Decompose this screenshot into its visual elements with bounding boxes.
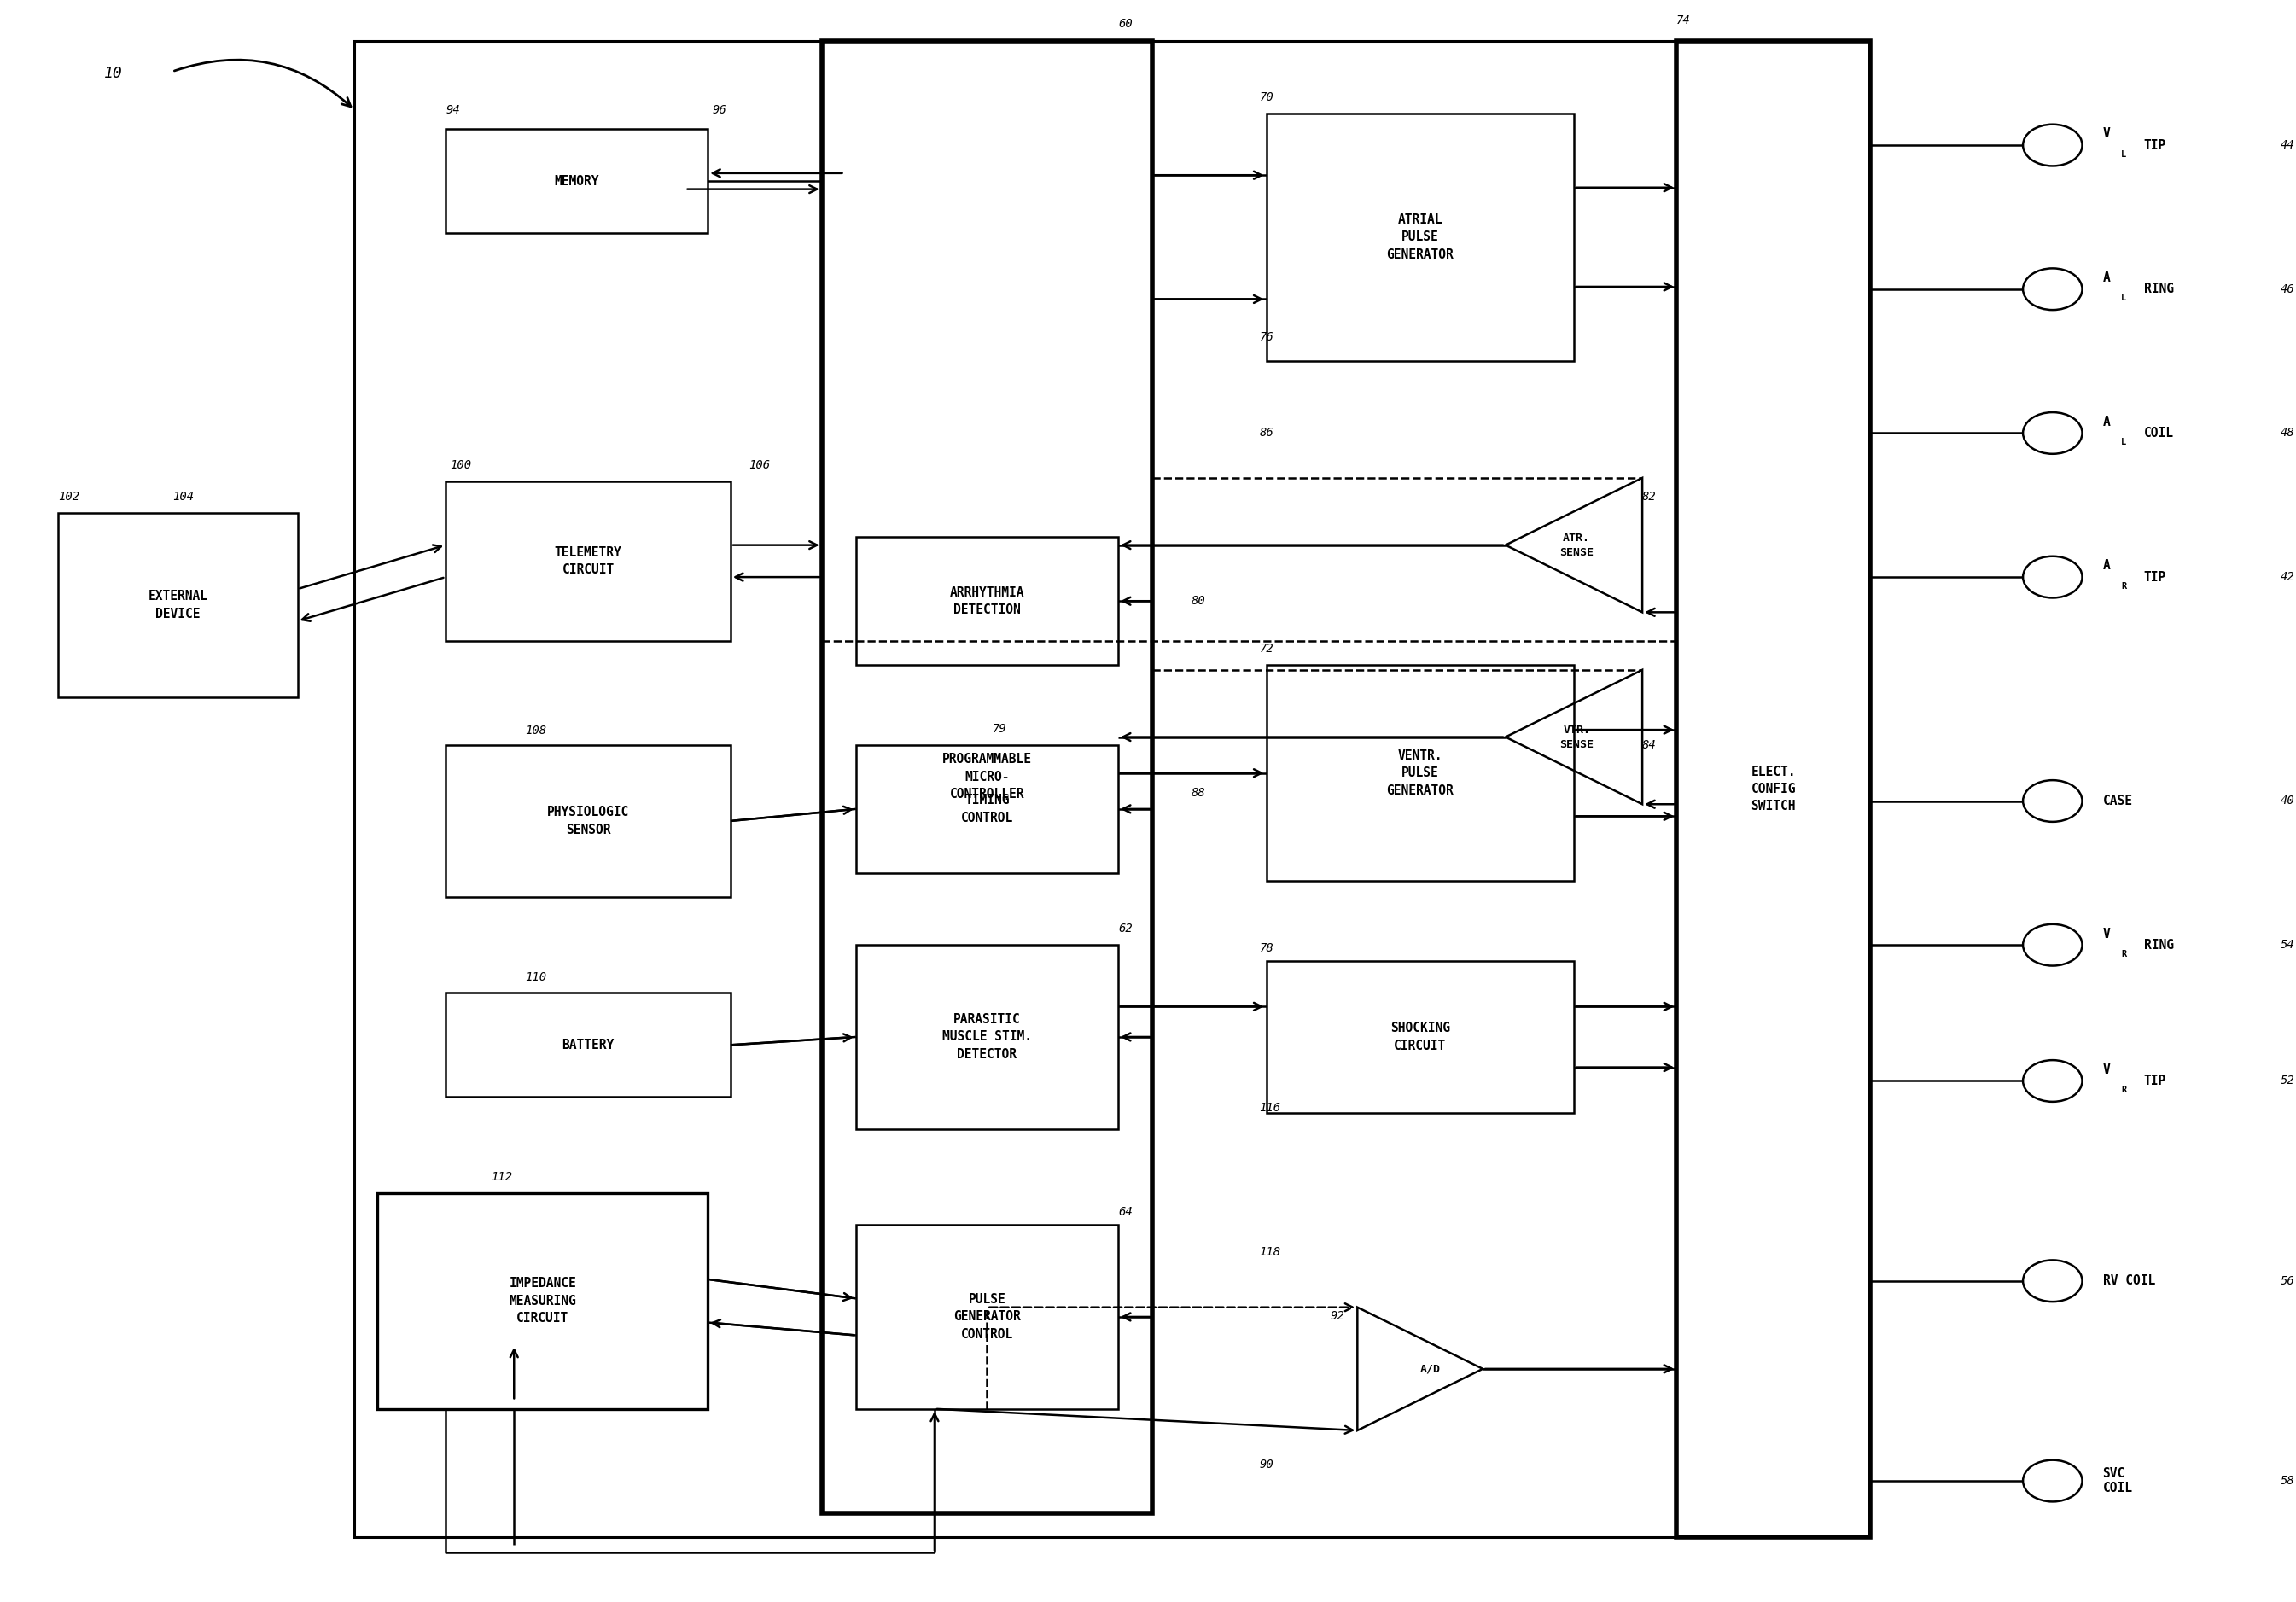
Text: 58: 58 — [2280, 1475, 2294, 1487]
Text: 76: 76 — [1261, 332, 1274, 343]
Text: TELEMETRY
CIRCUIT: TELEMETRY CIRCUIT — [556, 546, 622, 577]
Text: 110: 110 — [526, 971, 546, 984]
Text: 79: 79 — [992, 723, 1008, 735]
Text: TIP: TIP — [2144, 139, 2165, 152]
Text: L: L — [2122, 151, 2126, 159]
Bar — [1265, 961, 1575, 1113]
Text: COIL: COIL — [2144, 426, 2174, 439]
Text: 40: 40 — [2280, 795, 2294, 807]
Text: 48: 48 — [2280, 428, 2294, 439]
Text: SHOCKING
CIRCUIT: SHOCKING CIRCUIT — [1389, 1022, 1451, 1053]
Text: R: R — [2122, 950, 2126, 958]
Bar — [377, 1193, 707, 1408]
Bar — [856, 537, 1118, 665]
Text: ATR.
SENSE: ATR. SENSE — [1559, 532, 1593, 557]
Text: VENTR.
PULSE
GENERATOR: VENTR. PULSE GENERATOR — [1387, 750, 1453, 796]
Text: 62: 62 — [1118, 923, 1132, 936]
Text: PULSE
GENERATOR
CONTROL: PULSE GENERATOR CONTROL — [953, 1293, 1022, 1341]
Text: A: A — [2103, 415, 2110, 428]
Text: 72: 72 — [1261, 642, 1274, 655]
Text: 88: 88 — [1192, 787, 1205, 799]
Bar — [445, 993, 730, 1097]
Bar — [1265, 665, 1575, 881]
Text: RV COIL: RV COIL — [2103, 1275, 2156, 1288]
Text: V: V — [2103, 1064, 2110, 1077]
Text: 46: 46 — [2280, 284, 2294, 295]
Bar — [856, 1226, 1118, 1408]
Text: 60: 60 — [1118, 18, 1132, 29]
Bar — [445, 130, 707, 234]
Text: BATTERY: BATTERY — [563, 1038, 615, 1051]
Text: TIMING
CONTROL: TIMING CONTROL — [960, 795, 1013, 823]
Text: 78: 78 — [1261, 942, 1274, 955]
Text: 84: 84 — [1642, 739, 1658, 751]
Text: 106: 106 — [748, 460, 769, 471]
Text: 82: 82 — [1642, 492, 1658, 503]
Bar — [856, 945, 1118, 1129]
Text: 92: 92 — [1329, 1310, 1345, 1322]
Text: 94: 94 — [445, 104, 459, 115]
Text: R: R — [2122, 582, 2126, 591]
Text: 54: 54 — [2280, 939, 2294, 952]
Text: ARRHYTHMIA
DETECTION: ARRHYTHMIA DETECTION — [951, 586, 1024, 617]
Text: MEMORY: MEMORY — [553, 175, 599, 187]
Text: RING: RING — [2144, 939, 2174, 952]
Text: L: L — [2122, 293, 2126, 303]
Text: 80: 80 — [1192, 594, 1205, 607]
Text: 10: 10 — [103, 66, 122, 82]
Text: A: A — [2103, 559, 2110, 572]
Text: V: V — [2103, 928, 2110, 940]
Bar — [57, 513, 298, 697]
Text: PARASITIC
MUSCLE STIM.
DETECTOR: PARASITIC MUSCLE STIM. DETECTOR — [941, 1012, 1031, 1061]
Text: 112: 112 — [491, 1171, 512, 1182]
Text: 64: 64 — [1118, 1206, 1132, 1218]
Bar — [822, 42, 1153, 1512]
Text: 44: 44 — [2280, 139, 2294, 151]
Text: 70: 70 — [1261, 91, 1274, 103]
Text: V: V — [2103, 128, 2110, 141]
Bar — [1676, 42, 1871, 1536]
Text: ATRIAL
PULSE
GENERATOR: ATRIAL PULSE GENERATOR — [1387, 213, 1453, 261]
Text: 102: 102 — [57, 492, 80, 503]
Text: TIP: TIP — [2144, 1075, 2165, 1088]
Bar — [1265, 114, 1575, 360]
Text: ELECT.
CONFIG
SWITCH: ELECT. CONFIG SWITCH — [1752, 766, 1795, 812]
Bar — [856, 745, 1118, 873]
Text: PROGRAMMABLE
MICRO-
CONTROLLER: PROGRAMMABLE MICRO- CONTROLLER — [941, 753, 1031, 801]
Text: 100: 100 — [450, 460, 471, 471]
Text: A: A — [2103, 271, 2110, 284]
Text: 118: 118 — [1261, 1246, 1281, 1258]
Text: TIP: TIP — [2144, 570, 2165, 583]
Text: 42: 42 — [2280, 570, 2294, 583]
Text: 104: 104 — [172, 492, 193, 503]
Bar — [445, 745, 730, 897]
Text: 52: 52 — [2280, 1075, 2294, 1086]
Text: 56: 56 — [2280, 1275, 2294, 1286]
Text: CASE: CASE — [2103, 795, 2133, 807]
Text: 96: 96 — [712, 104, 726, 115]
Text: 86: 86 — [1261, 428, 1274, 439]
Text: 90: 90 — [1261, 1459, 1274, 1471]
Text: SVC
COIL: SVC COIL — [2103, 1467, 2133, 1495]
Text: VTR.
SENSE: VTR. SENSE — [1559, 724, 1593, 750]
Text: IMPEDANCE
MEASURING
CIRCUIT: IMPEDANCE MEASURING CIRCUIT — [510, 1277, 576, 1325]
Text: L: L — [2122, 437, 2126, 447]
Text: EXTERNAL
DEVICE: EXTERNAL DEVICE — [147, 590, 207, 620]
Text: RING: RING — [2144, 282, 2174, 295]
Text: 74: 74 — [1676, 14, 1690, 26]
Text: R: R — [2122, 1086, 2126, 1094]
Text: 116: 116 — [1261, 1102, 1281, 1113]
Text: A/D: A/D — [1419, 1363, 1440, 1375]
Text: 108: 108 — [526, 724, 546, 737]
Bar — [445, 481, 730, 641]
Text: PHYSIOLOGIC
SENSOR: PHYSIOLOGIC SENSOR — [546, 806, 629, 836]
Bar — [354, 42, 1871, 1536]
